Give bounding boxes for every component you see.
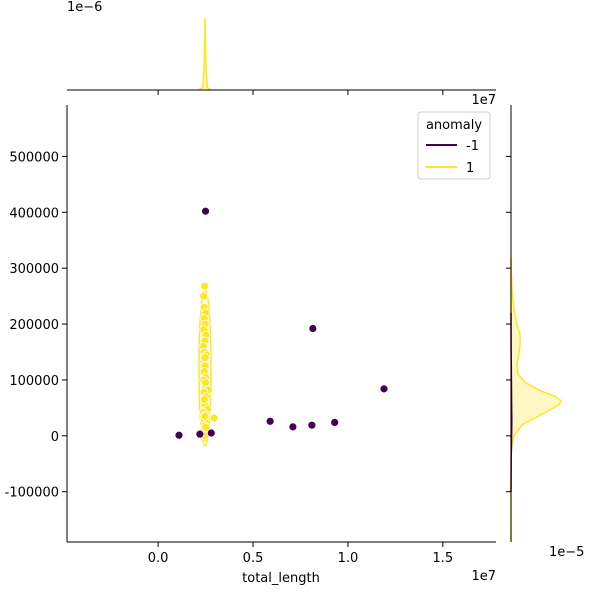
scatter-point bbox=[201, 378, 210, 388]
y-tick-label: 100000 bbox=[9, 374, 59, 389]
x-axis-label: total_length bbox=[242, 571, 320, 586]
right-marginal-bottom-offset-label: 1e−5 bbox=[549, 545, 584, 560]
main-scatter-plot: 0.0 0.5 1.0 1.5 -100000 0 100000 200000 300000 4… bbox=[5, 105, 496, 586]
scatter-point bbox=[330, 418, 340, 427]
legend-label-1: 1 bbox=[466, 161, 474, 176]
y-tick-label: -100000 bbox=[5, 486, 59, 501]
right-marginal-kde-anomaly-1 bbox=[510, 256, 563, 542]
right-marginal-ticks bbox=[506, 155, 511, 493]
scatter-points bbox=[174, 206, 389, 441]
scatter-point bbox=[265, 416, 275, 426]
scatter-point bbox=[200, 395, 209, 404]
x-axis-offset-label: 1e7 bbox=[471, 569, 496, 584]
scatter-point bbox=[200, 281, 210, 291]
top-marginal-kde-curve bbox=[197, 17, 212, 91]
right-marginal-top-offset-label: 1e7 bbox=[471, 93, 496, 108]
scatter-point bbox=[174, 430, 184, 440]
scatter-point bbox=[288, 422, 298, 432]
scatter-point bbox=[308, 324, 318, 333]
legend-title: anomaly bbox=[426, 118, 482, 133]
legend-label-neg1: -1 bbox=[466, 139, 479, 154]
y-tick-label: 0 bbox=[51, 430, 59, 445]
top-marginal-offset-label: 1e−6 bbox=[67, 0, 102, 15]
scatter-point bbox=[200, 411, 210, 421]
y-tick-label: 300000 bbox=[9, 262, 59, 277]
scatter-point bbox=[200, 353, 210, 362]
scatter-point bbox=[307, 420, 317, 430]
scatter-point bbox=[199, 291, 209, 301]
scatter-point bbox=[209, 413, 219, 423]
x-tick-label: 1.0 bbox=[338, 551, 359, 566]
legend: anomaly -1 1 bbox=[417, 111, 491, 180]
right-marginal-plot: 1e7 1e−5 bbox=[471, 93, 584, 560]
y-tick-label: 500000 bbox=[9, 150, 59, 165]
scatter-point bbox=[201, 206, 210, 216]
y-tick-label: 200000 bbox=[9, 318, 59, 333]
y-axis-ticks: -100000 0 100000 200000 300000 400000 500000 bbox=[5, 150, 67, 501]
top-marginal-ticks bbox=[157, 90, 444, 95]
scatter-point bbox=[206, 428, 216, 438]
top-marginal-plot: 1e−6 bbox=[67, 0, 496, 95]
scatter-point bbox=[379, 384, 389, 394]
y-tick-label: 400000 bbox=[9, 206, 59, 221]
x-tick-label: 1.5 bbox=[433, 551, 454, 566]
scatter-point bbox=[195, 429, 205, 439]
x-tick-label: 0.0 bbox=[148, 551, 169, 566]
x-tick-label: 0.5 bbox=[243, 551, 264, 566]
x-axis-ticks: 0.0 0.5 1.0 1.5 bbox=[148, 542, 453, 566]
scatter-point bbox=[201, 423, 211, 432]
